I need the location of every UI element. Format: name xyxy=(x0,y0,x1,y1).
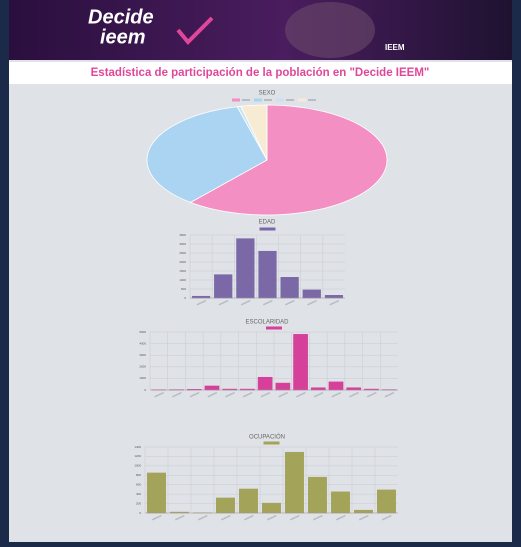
y-tick-label: 800 xyxy=(136,473,141,477)
y-tick-label: 1500 xyxy=(179,269,186,273)
y-tick-label: 3000 xyxy=(179,242,186,246)
y-tick-label: 2000 xyxy=(179,260,186,264)
legend-swatch xyxy=(232,99,240,102)
bar xyxy=(377,490,395,513)
bar xyxy=(239,489,257,513)
legend-label xyxy=(264,99,272,101)
y-tick-label: 1200 xyxy=(134,454,141,458)
bar xyxy=(281,277,299,298)
bar xyxy=(303,290,321,298)
header-photo xyxy=(285,2,375,58)
bar xyxy=(262,503,280,513)
y-tick-label: 1400 xyxy=(134,445,141,449)
bar xyxy=(205,386,219,390)
legend-label xyxy=(308,99,316,101)
y-tick-label: 3000 xyxy=(139,353,146,357)
bar xyxy=(293,334,307,390)
y-tick-label: 400 xyxy=(136,492,141,496)
y-tick-label: 1000 xyxy=(134,464,141,468)
brand: IEEM xyxy=(385,43,405,52)
bar xyxy=(276,383,290,390)
legend-swatch xyxy=(298,99,306,102)
y-tick-label: 1000 xyxy=(179,278,186,282)
bar xyxy=(258,377,272,390)
logo-top: Decide xyxy=(88,6,154,28)
bar xyxy=(331,492,349,513)
bar xyxy=(214,275,232,298)
legend-swatch xyxy=(260,228,276,231)
logo-bottom: ieem xyxy=(100,26,146,48)
bar xyxy=(259,251,277,298)
legend-swatch xyxy=(276,99,284,102)
legend-label xyxy=(242,99,250,101)
bar xyxy=(347,388,361,390)
legend-swatch xyxy=(264,442,280,445)
bar xyxy=(354,510,372,513)
y-tick-label: 600 xyxy=(136,483,141,487)
bar xyxy=(237,239,255,298)
y-tick-label: 500 xyxy=(181,287,186,291)
legend-label xyxy=(286,99,294,101)
y-tick-label: 4000 xyxy=(139,341,146,345)
header-banner xyxy=(9,0,512,60)
legend-swatch xyxy=(266,327,282,330)
bar xyxy=(285,452,303,513)
chart-title: EDAD xyxy=(259,220,276,226)
page-title: Estadística de participación de la pobla… xyxy=(91,67,430,79)
chart-title: ESCOLARIDAD xyxy=(245,320,289,326)
bar xyxy=(325,295,343,298)
bar xyxy=(216,498,234,513)
y-tick-label: 200 xyxy=(136,501,141,505)
bar xyxy=(311,388,325,390)
legend-swatch xyxy=(254,99,262,102)
y-tick-label: 1000 xyxy=(139,376,146,380)
y-tick-label: 2500 xyxy=(179,251,186,255)
chart-title: OCUPACIÓN xyxy=(249,434,285,441)
bar xyxy=(308,477,326,513)
y-tick-label: 3500 xyxy=(179,233,186,237)
y-tick-label: 2000 xyxy=(139,365,146,369)
bar xyxy=(147,473,165,513)
y-tick-label: 5000 xyxy=(139,330,146,334)
chart-title: SEXO xyxy=(259,91,276,97)
bar xyxy=(329,382,343,390)
